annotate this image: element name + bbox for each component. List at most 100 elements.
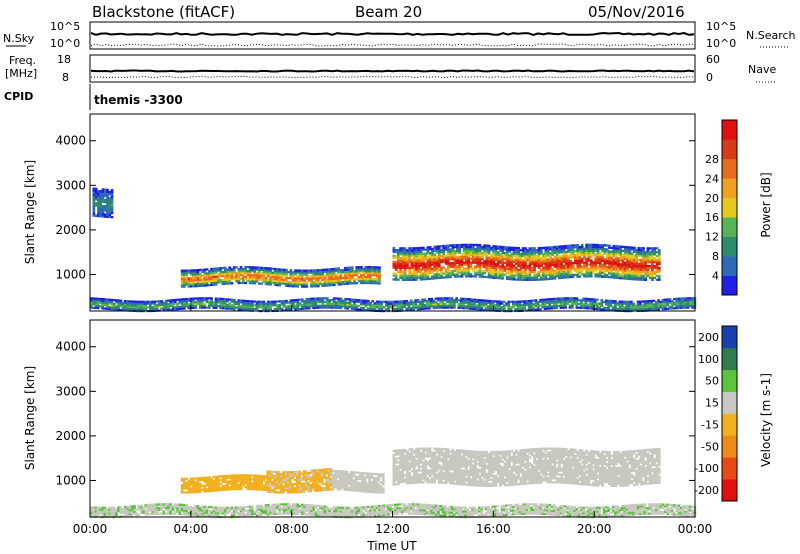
echo-cell — [363, 480, 367, 483]
echo-cell — [410, 262, 414, 266]
echo-cell — [271, 279, 275, 282]
echo-cell — [444, 256, 448, 259]
echo-cell — [117, 303, 120, 306]
echo-cell — [328, 306, 331, 309]
echo-cell — [406, 472, 409, 475]
echo-cell — [257, 486, 261, 489]
echo-cell — [501, 267, 505, 270]
echo-cell — [530, 249, 534, 252]
echo-cell — [203, 280, 207, 283]
echo-cell — [278, 300, 281, 303]
echo-cell — [267, 300, 270, 303]
echo-cell — [603, 265, 607, 269]
echo-cell — [285, 301, 288, 304]
echo-cell — [314, 487, 317, 490]
echo-cell — [473, 306, 477, 309]
echo-cell — [434, 306, 438, 309]
echo-cell — [537, 270, 541, 273]
echo-cell — [648, 251, 652, 254]
echo-cell — [549, 265, 552, 269]
echo-cell — [644, 276, 647, 279]
echo-cell — [108, 307, 111, 311]
echo-cell — [99, 215, 102, 218]
echo-cell — [201, 476, 204, 480]
echo-cell — [375, 280, 379, 283]
echo-cell — [614, 254, 618, 258]
echo-cell — [406, 255, 409, 258]
echo-cell — [610, 254, 613, 257]
echo-cell — [201, 304, 204, 307]
echo-cell — [569, 264, 573, 267]
echo-cell — [361, 484, 365, 487]
echo-cell — [661, 302, 665, 305]
echo-cell — [285, 282, 288, 285]
echo-cell — [330, 268, 334, 271]
echo-cell — [608, 276, 611, 279]
echo-cell — [408, 266, 412, 270]
echo-cell — [146, 300, 150, 303]
echo-cell — [401, 456, 405, 460]
echo-cell — [280, 282, 284, 285]
echo-cell — [314, 473, 317, 476]
echo-cell — [298, 307, 302, 311]
echo-cell — [298, 275, 302, 278]
echo-cell — [458, 255, 461, 258]
echo-cell — [569, 275, 573, 279]
echo-cell — [591, 307, 595, 310]
echo-cell — [469, 251, 473, 254]
echo-cell — [320, 470, 324, 473]
echo-cell — [106, 211, 109, 214]
echo-cell — [403, 466, 407, 469]
echo-cell — [223, 476, 227, 480]
echo-cell — [369, 272, 372, 275]
echo-cell — [180, 302, 184, 305]
echo-cell — [208, 284, 211, 287]
echo-cell — [465, 271, 468, 274]
echo-cell — [567, 254, 570, 257]
echo-cell — [239, 270, 243, 273]
echo-cell — [396, 304, 399, 307]
echo-cell — [221, 479, 225, 482]
echo-cell — [580, 299, 583, 302]
echo-cell — [549, 254, 552, 257]
echo-cell — [239, 305, 243, 308]
echo-cell — [121, 307, 125, 310]
echo-cell — [562, 270, 566, 273]
echo-cell — [534, 299, 538, 302]
echo-cell — [316, 483, 320, 486]
echo-cell — [471, 251, 475, 254]
echo-cell — [183, 303, 186, 306]
echo-cell — [92, 202, 96, 205]
echo-cell — [530, 253, 534, 256]
echo-cell — [228, 276, 232, 279]
echo-cell — [94, 303, 98, 306]
echo-cell — [353, 280, 356, 283]
echo-cell — [653, 261, 657, 264]
echo-cell — [623, 271, 627, 274]
echo-cell — [392, 461, 396, 464]
echo-cell — [217, 305, 220, 308]
echo-cell — [194, 269, 198, 272]
echo-cell — [352, 485, 356, 488]
echo-cell — [587, 249, 591, 252]
echo-cell — [319, 297, 322, 300]
echo-cell — [289, 305, 293, 308]
echo-cell — [587, 257, 591, 260]
echo-cell — [394, 256, 398, 260]
echo-cell — [567, 246, 570, 249]
echo-cell — [327, 486, 331, 489]
echo-cell — [94, 189, 98, 193]
echo-cell — [381, 491, 385, 494]
echo-cell — [664, 300, 667, 303]
echo-cell — [612, 246, 616, 250]
echo-cell — [494, 249, 498, 252]
echo-cell — [641, 306, 644, 309]
echo-cell — [651, 278, 654, 281]
echo-cell — [608, 256, 611, 259]
echo-cell — [580, 267, 584, 270]
echo-cell — [422, 258, 425, 261]
echo-cell — [642, 262, 645, 266]
echo-cell — [424, 270, 427, 273]
echo-cell — [325, 486, 329, 489]
echo-cell — [264, 304, 268, 307]
